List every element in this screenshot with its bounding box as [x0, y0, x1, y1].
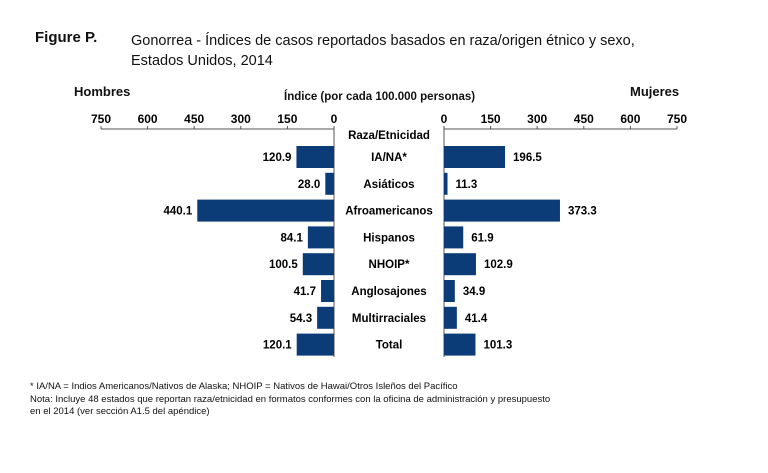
value-label-mujeres: 11.3 [456, 179, 478, 191]
left-tick-label: 600 [138, 112, 158, 126]
value-label-hombres: 440.1 [163, 206, 192, 218]
chart-title: Gonorrea - Índices de casos reportados b… [131, 31, 635, 71]
value-label-mujeres: 41.4 [465, 313, 488, 325]
left-tick-label: 150 [277, 112, 297, 126]
category-label: Multirraciales [352, 313, 426, 325]
bar-mujeres [444, 253, 476, 276]
value-label-hombres: 54.3 [290, 313, 312, 325]
bar-mujeres [444, 146, 506, 168]
value-label-mujeres: 373.3 [568, 206, 597, 218]
bar-hombres [296, 333, 334, 356]
category-label: NHOIP* [369, 259, 410, 271]
value-label-mujeres: 101.3 [483, 340, 512, 352]
category-label: Asiáticos [363, 179, 414, 191]
right-tick-label: 600 [620, 112, 640, 126]
right-tick-label: 300 [527, 112, 547, 126]
left-label: Hombres [74, 84, 131, 99]
category-label: IA/NA* [371, 152, 407, 164]
bar-hombres [317, 306, 334, 329]
bar-mujeres [444, 306, 457, 329]
category-label: Afroamericanos [345, 206, 433, 218]
bar-hombres [307, 226, 334, 249]
bar-hombres [197, 199, 334, 222]
chart-area: 0 0 150 150 300 300 450 450 600 600 750 750 Raza/Etn… [91, 112, 687, 357]
right-tick-label: 450 [574, 112, 594, 126]
value-label-hombres: 28.0 [298, 179, 320, 191]
bar-mujeres [444, 280, 455, 302]
value-label-mujeres: 102.9 [484, 259, 513, 271]
value-label-mujeres: 196.5 [513, 152, 542, 164]
footnote-abbrev: * IA/NA = Indios Americanos/Nativos de A… [30, 381, 458, 392]
value-label-hombres: 120.1 [263, 340, 292, 352]
category-label: Total [376, 340, 403, 352]
value-label-mujeres: 61.9 [471, 232, 493, 244]
title-line-1: Gonorrea - Índices de casos reportados b… [131, 33, 635, 49]
bar-mujeres [444, 333, 476, 356]
footnote-note: Nota: Incluye 48 estados que reportan ra… [30, 394, 551, 405]
bar-mujeres [444, 199, 560, 222]
value-label-hombres: 41.7 [294, 286, 316, 298]
category-header: Raza/Etnicidad [348, 130, 430, 142]
category-label: Hispanos [363, 232, 415, 244]
left-tick-label: 300 [231, 112, 251, 126]
bar-mujeres [444, 172, 448, 195]
bar-hombres [302, 253, 334, 276]
value-label-hombres: 100.5 [269, 259, 298, 271]
bar-mujeres [444, 226, 464, 249]
bar-hombres [325, 172, 334, 195]
right-tick-label: 150 [481, 112, 501, 126]
value-label-hombres: 120.9 [263, 152, 292, 164]
left-tick-label: 450 [184, 112, 204, 126]
bar-hombres [321, 280, 334, 302]
value-label-hombres: 84.1 [280, 232, 303, 244]
figure-label: Figure P. [35, 29, 98, 46]
bar-hombres [296, 146, 334, 168]
left-tick-label: 750 [91, 112, 111, 126]
footnote-note-cont: en el 2014 (ver sección A1.5 del apéndic… [30, 406, 210, 417]
x-axis-title: Índice (por cada 100.000 personas) [284, 91, 476, 103]
title-line-2: Estados Unidos, 2014 [131, 53, 273, 69]
left-tick-label: 0 [331, 112, 338, 126]
right-tick-label: 0 [441, 112, 448, 126]
right-label: Mujeres [630, 84, 680, 99]
right-tick-label: 750 [667, 112, 687, 126]
category-label: Anglosajones [351, 286, 426, 298]
value-label-mujeres: 34.9 [463, 286, 485, 298]
